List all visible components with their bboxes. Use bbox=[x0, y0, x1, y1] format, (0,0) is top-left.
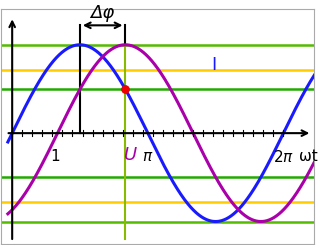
Text: Δφ: Δφ bbox=[91, 4, 115, 22]
Text: U: U bbox=[124, 146, 138, 164]
Text: $\pi$: $\pi$ bbox=[142, 149, 154, 164]
Text: I: I bbox=[211, 56, 216, 74]
Text: 1: 1 bbox=[51, 149, 60, 164]
Text: $2\pi$: $2\pi$ bbox=[273, 149, 294, 165]
Text: ωt: ωt bbox=[299, 149, 317, 164]
